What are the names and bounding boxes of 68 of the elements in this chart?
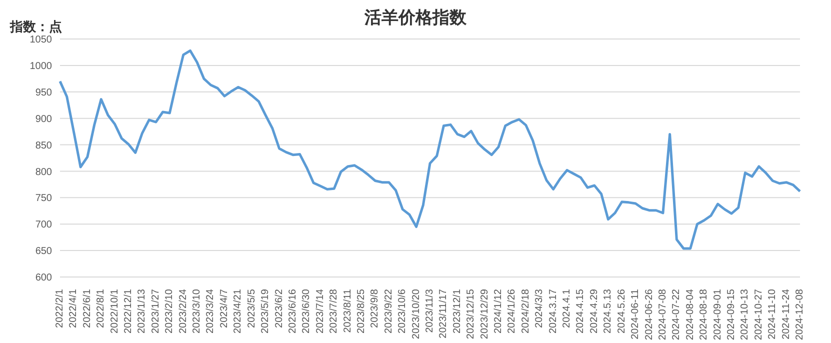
x-tick-label: 2023/7/28	[328, 288, 340, 334]
x-tick-label: 2024.4.1	[562, 288, 573, 328]
x-tick-label: 2023/6/16	[287, 288, 298, 334]
x-tick-label: 2023/11/3	[424, 288, 436, 333]
line-series	[58, 49, 802, 250]
x-tick-label: 2024-10-27	[753, 288, 764, 340]
x-tick-label: 2023/9/8	[370, 288, 381, 328]
x-tick-label: 2023/5/19	[260, 288, 272, 334]
x-tick-label: 2023/10/20	[410, 288, 422, 340]
x-tick-label: 2024-11-10	[767, 288, 778, 340]
x-tick-label: 2023/4/21	[232, 288, 244, 334]
x-tick-label: 2022/12/1	[123, 288, 134, 334]
x-tick-label: 2023/9/22	[383, 288, 394, 334]
x-tick-label: 2024-07-08	[657, 288, 668, 340]
x-tick-label: 2024.5.26	[616, 288, 628, 334]
x-tick-label: 2024/1/12	[493, 288, 504, 334]
x-tick-label: 2022/10/1	[109, 288, 120, 334]
x-tick-label: 2023/1/27	[150, 288, 162, 334]
y-tick-label: 850	[35, 140, 52, 152]
x-tick-label: 2023/3/10	[192, 288, 203, 334]
x-tick-label: 2023/5/5	[246, 288, 258, 328]
y-tick-label: 1050	[30, 34, 52, 46]
x-tick-label: 2024/2/18	[520, 288, 532, 334]
x-tick-label: 2024-06-11	[630, 288, 642, 340]
x-tick-label: 2024/3/3	[534, 288, 546, 328]
y-tick-label: 650	[35, 246, 52, 258]
x-tick-label: 2024.4.15	[575, 288, 586, 334]
x-tick-label: 2024-07-22	[671, 288, 682, 340]
x-tick-label: 2024-09-01	[712, 288, 724, 340]
x-tick-label: 2024-09-15	[726, 288, 737, 340]
x-tick-label: 2024.5.13	[602, 288, 614, 334]
y-tick-label: 1000	[30, 60, 52, 72]
x-tick-label: 2024-10-13	[740, 288, 751, 340]
y-tick-label: 950	[35, 87, 52, 98]
chart-title: 活羊价格指数	[364, 8, 466, 28]
x-tick-label: 2023/6/30	[301, 288, 312, 334]
x-tick-label: 2023/12/29	[479, 288, 490, 340]
x-tick-label: 2023/8/25	[356, 288, 367, 334]
x-tick-label: 2023/8/11	[342, 288, 354, 333]
x-tick-label: 2023/2/10	[164, 288, 176, 334]
x-tick-label: 2024-06-26	[644, 288, 655, 340]
x-tick-label: 2024/1/26	[506, 288, 518, 334]
x-tick-label: 2023/3/24	[205, 288, 216, 334]
x-tick-label: 2023/12/15	[466, 288, 477, 340]
y-tick-label: 750	[35, 193, 52, 204]
x-tick-label: 2023/4/7	[218, 288, 230, 328]
x-tick-label: 2022/2/1	[54, 288, 66, 328]
y-tick-label: 800	[35, 166, 52, 178]
x-tick-label: 2024-12-08	[794, 288, 806, 340]
y-tick-label: 900	[35, 114, 52, 125]
x-tick-label: 2024.3.17	[548, 288, 559, 334]
x-tick-label: 2024-08-04	[684, 288, 696, 340]
x-tick-label: 2023/1/13	[136, 288, 148, 334]
x-tick-label: 2022/6/1	[82, 288, 93, 328]
x-tick-label: 2023/7/14	[314, 288, 326, 334]
x-tick-label: 2023/12/1	[452, 288, 463, 334]
x-tick-label: 2024-11-24	[780, 288, 792, 340]
x-tick-label: 2023/6/2	[274, 288, 285, 328]
x-tick-label: 2023/11/17	[438, 288, 450, 338]
x-tick-label: 2022/4/1	[68, 288, 80, 328]
y-tick-label: 600	[35, 272, 52, 284]
y-axis-title: 指数：点	[10, 18, 62, 36]
x-tick-label: 2023/2/24	[178, 288, 189, 334]
y-tick-label: 700	[35, 220, 52, 231]
x-tick-label: 2023/10/6	[397, 288, 408, 334]
x-tick-label: 2022/8/1	[96, 288, 107, 328]
x-tick-label: 2024-08-18	[698, 288, 710, 340]
x-tick-label: 2024.4.29	[588, 288, 600, 334]
